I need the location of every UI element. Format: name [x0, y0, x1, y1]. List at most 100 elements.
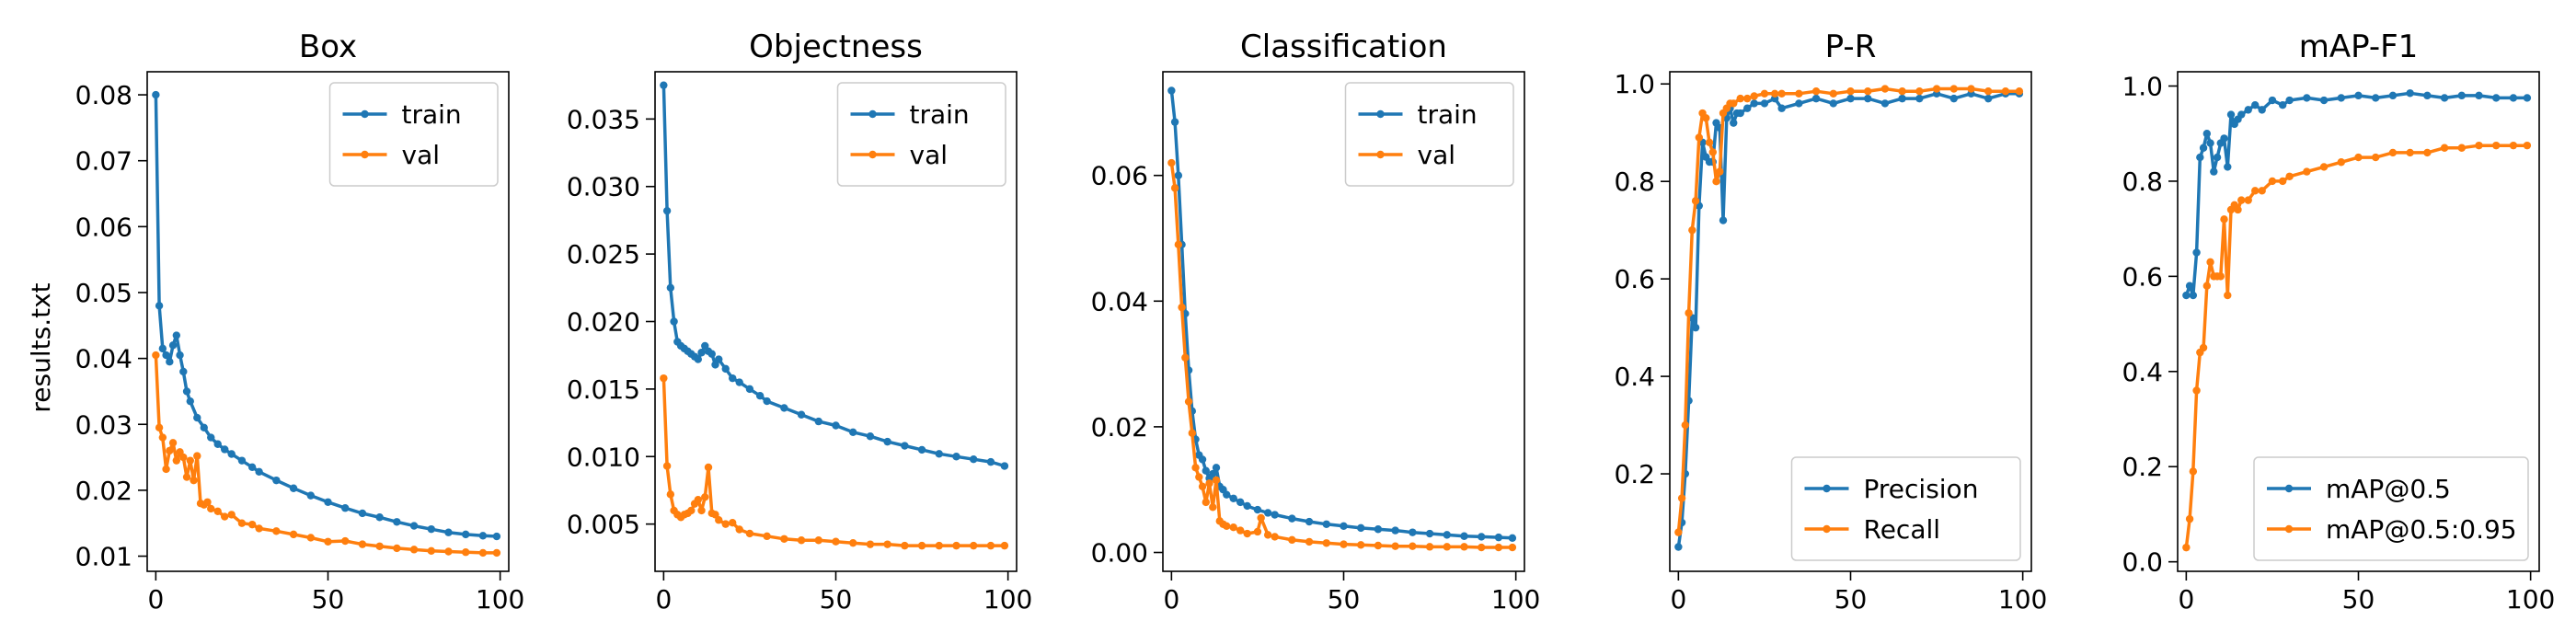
data-point [444, 528, 453, 536]
legend-label: val [1418, 140, 1456, 170]
data-point [1508, 534, 1517, 542]
data-point [1760, 89, 1769, 98]
data-point [2303, 94, 2311, 102]
data-point [1236, 498, 1245, 507]
data-point [2224, 163, 2232, 171]
data-point [492, 548, 501, 558]
data-point [393, 518, 401, 526]
data-point [1202, 498, 1210, 507]
data-point [2457, 144, 2466, 152]
data-point [1271, 511, 1279, 519]
data-point [970, 454, 978, 464]
data-point [1712, 177, 1720, 186]
data-point [814, 417, 822, 426]
data-point [1288, 514, 1296, 523]
data-point [1000, 541, 1009, 550]
data-point [901, 541, 909, 550]
data-point [306, 491, 315, 500]
data-point [1777, 89, 1786, 98]
legend-label: train [1418, 99, 1478, 130]
data-point [1777, 104, 1786, 112]
data-point [186, 456, 194, 465]
data-point [2354, 91, 2363, 100]
y-tick-label: 1.0 [1614, 69, 1655, 99]
data-point [2185, 514, 2194, 523]
data-point [227, 450, 236, 458]
chart-title: Classification [1240, 29, 1447, 65]
data-point [2202, 282, 2212, 290]
data-point [883, 437, 891, 446]
data-point [1305, 517, 1314, 526]
data-point [2216, 272, 2225, 281]
y-tick-label: 0.8 [2122, 167, 2163, 197]
data-point [200, 423, 208, 432]
data-point [1170, 118, 1179, 126]
data-point [666, 283, 675, 293]
y-tick-label: 0.8 [1614, 167, 1655, 197]
data-point [203, 498, 212, 506]
data-point [687, 506, 696, 515]
legend-box [836, 82, 1006, 187]
data-point [935, 450, 943, 458]
y-tick-label: 0.06 [75, 212, 132, 242]
data-point [1236, 526, 1245, 535]
y-tick-label: 0.03 [75, 409, 132, 440]
data-point [2337, 158, 2345, 167]
data-point [1425, 543, 1434, 551]
legend-marker [2284, 524, 2294, 534]
data-point [272, 527, 281, 535]
legend-label: train [910, 99, 970, 130]
data-point [763, 397, 771, 406]
data-point [1322, 520, 1330, 528]
data-point [1243, 529, 1251, 538]
data-point [715, 516, 723, 524]
data-point [2406, 89, 2414, 98]
data-point [478, 548, 488, 558]
data-point [1730, 99, 1738, 108]
subplot-grid: Box 0 50 100 0.01 0.02 0.03 0.04 0.05 0.06 0.07 0.0… [75, 29, 2556, 615]
data-point [409, 522, 419, 530]
data-point [2224, 291, 2232, 300]
data-point [221, 512, 229, 521]
chart-panel-1: Box 0 50 100 0.01 0.02 0.03 0.04 0.05 0.06 0.07 0.0… [75, 29, 525, 615]
data-point [670, 317, 678, 326]
data-point [1688, 225, 1696, 235]
data-point [158, 344, 167, 353]
y-tick-label: 0.04 [1091, 286, 1148, 316]
data-point [1708, 148, 1717, 156]
data-point [1000, 462, 1009, 470]
data-point [2440, 94, 2449, 102]
data-point [2268, 96, 2277, 105]
data-point [797, 410, 806, 419]
data-point [1846, 86, 1855, 96]
data-point [715, 355, 723, 363]
plot-area [1674, 85, 2024, 551]
data-point [2226, 110, 2236, 119]
data-point [660, 374, 668, 383]
data-point [2196, 153, 2204, 162]
data-point [255, 524, 263, 533]
data-point [2192, 386, 2201, 395]
chart-title: P-R [1825, 29, 1877, 65]
y-tick-label: 0.02 [75, 476, 132, 506]
data-point [745, 385, 754, 394]
data-point [1212, 476, 1221, 485]
data-point [1209, 503, 1217, 512]
data-point [2303, 167, 2311, 176]
data-point [1478, 543, 1486, 552]
x-tick-label: 0 [1670, 584, 1686, 615]
data-point [901, 442, 909, 450]
legend-marker [868, 109, 877, 119]
data-point [1984, 86, 1993, 96]
legend-label: Recall [1864, 514, 1941, 545]
data-point [193, 452, 201, 460]
data-point [393, 544, 401, 553]
x-tick-label: 50 [820, 584, 853, 615]
legend-box [1790, 456, 2021, 561]
series-line-1 [661, 378, 1005, 547]
data-point [2210, 167, 2218, 176]
y-tick-label: 0.04 [75, 344, 132, 374]
data-point [1949, 94, 1958, 103]
data-point [1716, 167, 1724, 176]
data-point [1750, 92, 1758, 100]
